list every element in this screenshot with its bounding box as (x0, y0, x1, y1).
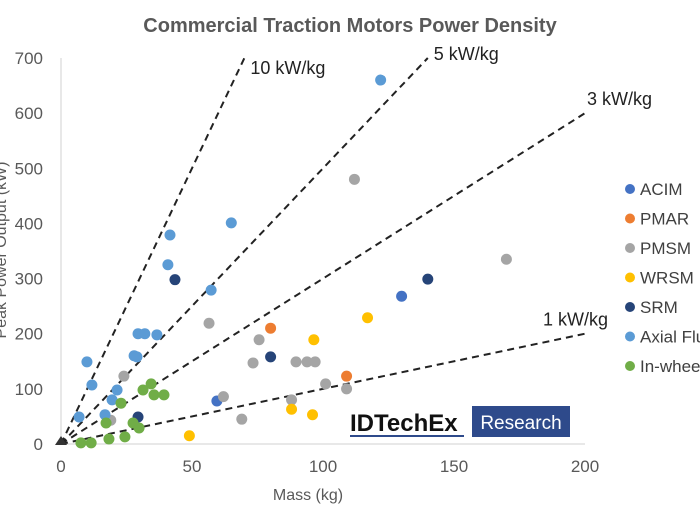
data-point-srm (265, 351, 277, 363)
data-point-pmar (341, 370, 353, 382)
data-point-axial-flux (139, 328, 151, 340)
data-point-in-wheel (85, 437, 97, 449)
data-point-axial-flux (81, 356, 93, 368)
data-point-pmar (265, 322, 277, 334)
data-point-wrsm (362, 312, 374, 324)
data-point-pmsm (500, 253, 512, 265)
data-point-in-wheel (158, 389, 170, 401)
legend-label: SRM (640, 298, 678, 317)
data-point-pmsm (341, 383, 353, 395)
y-tick-label: 500 (15, 159, 43, 178)
data-point-axial-flux (73, 411, 85, 423)
legend-label: In-wheel (640, 357, 700, 376)
data-point-in-wheel (133, 422, 145, 434)
data-point-axial-flux (111, 384, 123, 396)
data-point-pmsm (320, 378, 332, 390)
data-point-axial-flux (99, 409, 111, 421)
data-point-axial-flux (205, 284, 217, 296)
data-point-axial-flux (162, 259, 174, 271)
data-point-pmsm (217, 391, 229, 403)
data-point-pmsm (301, 356, 313, 368)
reference-line-label: 10 kW/kg (250, 58, 325, 78)
data-point-axial-flux (375, 74, 387, 86)
chart-title: Commercial Traction Motors Power Density (143, 15, 557, 37)
data-point-axial-flux (225, 217, 237, 229)
data-point-wrsm (307, 409, 319, 421)
legend-marker (625, 184, 635, 194)
reference-line (60, 112, 586, 445)
data-point-pmsm (247, 357, 259, 369)
data-point-in-wheel (148, 389, 160, 401)
reference-line (60, 332, 586, 445)
y-tick-label: 700 (15, 49, 43, 68)
legend-label: Axial Flux (640, 328, 700, 347)
x-tick-label: 100 (309, 457, 337, 476)
data-point-in-wheel (137, 384, 149, 396)
origin-marker (55, 436, 67, 445)
data-point-in-wheel (100, 417, 112, 429)
legend-marker (625, 361, 635, 371)
data-point-pmsm (309, 356, 321, 368)
x-tick-label: 0 (56, 457, 65, 476)
y-tick-label: 200 (15, 325, 43, 344)
data-point-srm (422, 273, 434, 285)
idtechex-logo: IDTechEx Research (350, 406, 570, 437)
data-point-wrsm (183, 430, 195, 442)
data-point-axial-flux (86, 379, 98, 391)
logo-tag-box (472, 406, 570, 437)
reference-line-label: 1 kW/kg (543, 310, 608, 330)
legend-marker (625, 272, 635, 283)
data-point-in-wheel (103, 433, 115, 445)
y-tick-label: 100 (15, 380, 43, 399)
data-point-pmsm (236, 413, 248, 425)
y-tick-label: 0 (34, 435, 43, 454)
logo-underline (350, 435, 464, 437)
data-point-pmsm (348, 173, 360, 185)
reference-line-label: 3 kW/kg (587, 89, 652, 109)
legend-label: ACIM (640, 180, 683, 199)
x-tick-label: 150 (440, 457, 468, 476)
legend-label: PMAR (640, 210, 689, 229)
data-point-wrsm (308, 334, 320, 346)
data-point-pmsm (286, 394, 298, 406)
data-point-axial-flux (151, 329, 163, 341)
data-point-axial-flux (131, 351, 143, 363)
data-point-wrsm (286, 403, 298, 415)
data-point-in-wheel (119, 431, 131, 443)
data-point-pmsm (118, 370, 130, 382)
data-point-srm (169, 274, 181, 286)
data-point-in-wheel (115, 397, 127, 409)
legend-marker (625, 243, 635, 253)
y-tick-label: 400 (15, 214, 43, 233)
data-point-pmsm (203, 317, 215, 329)
logo-tag: Research (480, 413, 561, 434)
data-point-acim (396, 290, 408, 302)
y-axis-label: Peak Power Output (kW) (0, 162, 10, 339)
data-point-axial-flux (106, 394, 118, 406)
legend-label: WRSM (640, 269, 694, 288)
y-tick-label: 300 (15, 270, 43, 289)
data-point-axial-flux (164, 229, 176, 241)
data-point-in-wheel (75, 437, 87, 449)
legend-marker (625, 331, 635, 342)
data-point-pmsm (290, 356, 302, 368)
legend-label: PMSM (640, 239, 691, 258)
x-tick-label: 50 (183, 457, 202, 476)
legend-marker (625, 302, 635, 312)
reference-line-label: 5 kW/kg (434, 44, 499, 64)
data-point-pmsm (253, 334, 265, 346)
legend-marker (625, 213, 635, 224)
y-tick-label: 600 (15, 104, 43, 123)
x-tick-label: 200 (571, 457, 599, 476)
x-axis-label: Mass (kg) (273, 487, 343, 504)
logo-brand: IDTechEx (350, 410, 458, 437)
data-point-in-wheel (145, 378, 157, 390)
